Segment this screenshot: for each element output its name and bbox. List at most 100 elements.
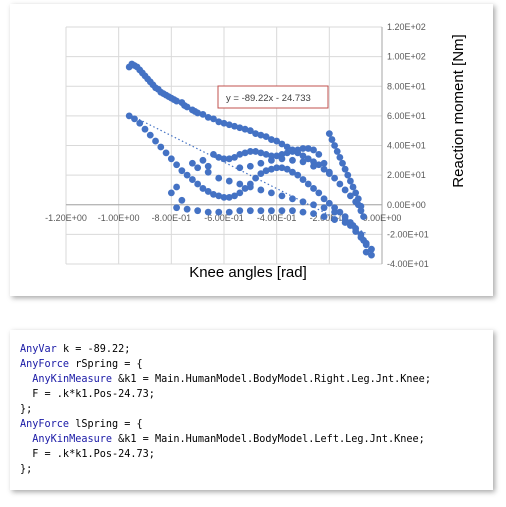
code-line: F = .k*k1.Pos-24.73; bbox=[20, 387, 431, 402]
data-point bbox=[294, 171, 302, 179]
data-point bbox=[257, 149, 265, 157]
trendline-equation: y = -89.22x - 24.733 bbox=[226, 93, 311, 104]
data-point bbox=[246, 207, 254, 215]
y-tick-label: 4.00E+01 bbox=[387, 141, 426, 151]
data-point bbox=[215, 192, 223, 200]
y-tick-label: 2.00E+01 bbox=[387, 170, 426, 180]
data-point bbox=[325, 199, 333, 207]
data-point bbox=[173, 183, 181, 191]
data-point bbox=[194, 207, 202, 215]
data-point bbox=[262, 150, 270, 158]
data-point bbox=[299, 198, 307, 206]
data-point bbox=[320, 165, 328, 173]
code-text: }; bbox=[20, 464, 33, 475]
data-point bbox=[320, 204, 328, 212]
data-point bbox=[357, 233, 365, 241]
data-point bbox=[252, 174, 259, 182]
code-line: }; bbox=[20, 402, 431, 417]
data-point bbox=[199, 156, 207, 164]
y-axis-label: Reaction moment [Nm] bbox=[450, 34, 467, 187]
data-point bbox=[315, 161, 323, 169]
data-points bbox=[125, 60, 375, 259]
data-point bbox=[194, 164, 202, 172]
data-point bbox=[241, 149, 249, 157]
data-point bbox=[278, 207, 286, 215]
data-point bbox=[289, 156, 296, 164]
data-point bbox=[225, 177, 233, 185]
data-point bbox=[183, 205, 191, 213]
x-tick-label: -2.00E-01 bbox=[310, 213, 350, 223]
data-point bbox=[246, 127, 254, 135]
data-point bbox=[362, 248, 370, 256]
data-point bbox=[257, 207, 265, 215]
data-point bbox=[252, 130, 259, 138]
y-tick-label: 6.00E+01 bbox=[387, 111, 426, 121]
data-point bbox=[310, 185, 317, 192]
data-point bbox=[173, 161, 181, 169]
data-point bbox=[125, 112, 133, 120]
data-point bbox=[257, 159, 265, 167]
data-point bbox=[315, 150, 323, 158]
code-panel: AnyVar k = -89.22; AnyForce rSpring = { A… bbox=[10, 330, 493, 490]
code-line: AnyKinMeasure &k1 = Main.HumanModel.Body… bbox=[20, 432, 431, 447]
code-text: &k1 = Main.HumanModel.BodyModel.Left.Leg… bbox=[112, 434, 425, 445]
data-point bbox=[204, 168, 212, 176]
data-point bbox=[252, 148, 259, 155]
data-point bbox=[262, 167, 270, 175]
code-line: }; bbox=[20, 462, 431, 477]
data-point bbox=[283, 143, 291, 151]
data-point bbox=[299, 145, 307, 152]
data-point bbox=[178, 167, 186, 175]
data-point bbox=[331, 174, 338, 182]
data-point bbox=[273, 164, 281, 172]
data-point bbox=[268, 136, 275, 143]
y-tick-label: 8.00E+01 bbox=[387, 81, 426, 91]
data-point bbox=[257, 186, 265, 194]
data-point bbox=[220, 193, 228, 201]
data-point bbox=[167, 189, 175, 197]
trendline-equation-box: y = -89.22x - 24.733 bbox=[217, 85, 329, 109]
y-tick-label: -2.00E+01 bbox=[387, 229, 429, 239]
x-tick-label: -8.00E-01 bbox=[152, 213, 192, 223]
data-point bbox=[210, 190, 217, 198]
data-point bbox=[304, 155, 312, 163]
data-point bbox=[347, 177, 354, 185]
data-point bbox=[204, 188, 212, 195]
data-point bbox=[304, 145, 312, 152]
data-point bbox=[141, 125, 149, 133]
code-line: F = .k*k1.Pos-24.73; bbox=[20, 447, 431, 462]
data-point bbox=[325, 168, 333, 176]
data-point bbox=[246, 183, 254, 191]
code-keyword: AnyForce bbox=[20, 359, 70, 370]
code-text bbox=[20, 434, 32, 445]
code-text bbox=[20, 374, 32, 385]
data-point bbox=[225, 121, 233, 129]
data-point bbox=[357, 207, 365, 215]
x-axis-label: Knee angles [rad] bbox=[189, 264, 307, 281]
code-text: lSpring = { bbox=[69, 419, 143, 430]
data-point bbox=[236, 207, 244, 215]
data-point bbox=[273, 152, 281, 160]
data-point bbox=[368, 245, 375, 253]
data-point bbox=[236, 164, 244, 172]
data-point bbox=[339, 159, 346, 167]
data-point bbox=[283, 165, 291, 173]
code-text: F = .k*k1.Pos-24.73; bbox=[20, 449, 155, 460]
data-point bbox=[268, 207, 275, 215]
data-point bbox=[341, 165, 349, 173]
data-point bbox=[349, 183, 357, 191]
data-point bbox=[352, 189, 360, 197]
data-point bbox=[225, 208, 233, 216]
data-point bbox=[289, 148, 296, 155]
data-point bbox=[220, 119, 228, 127]
data-point bbox=[331, 208, 338, 216]
data-point bbox=[325, 130, 333, 138]
data-point bbox=[241, 185, 249, 192]
scatter-chart: -1.20E+00 -1.00E+00 -8.00E-01 -6.00E-01 -4.0… bbox=[45, 22, 467, 281]
data-point bbox=[262, 133, 270, 141]
x-tick-labels: -1.20E+00 -1.00E+00 -8.00E-01 -6.00E-01 -4.0… bbox=[45, 213, 401, 223]
data-point bbox=[162, 149, 170, 157]
data-point bbox=[341, 186, 349, 194]
data-point bbox=[268, 165, 275, 173]
x-tick-label: -6.00E-01 bbox=[204, 213, 244, 223]
